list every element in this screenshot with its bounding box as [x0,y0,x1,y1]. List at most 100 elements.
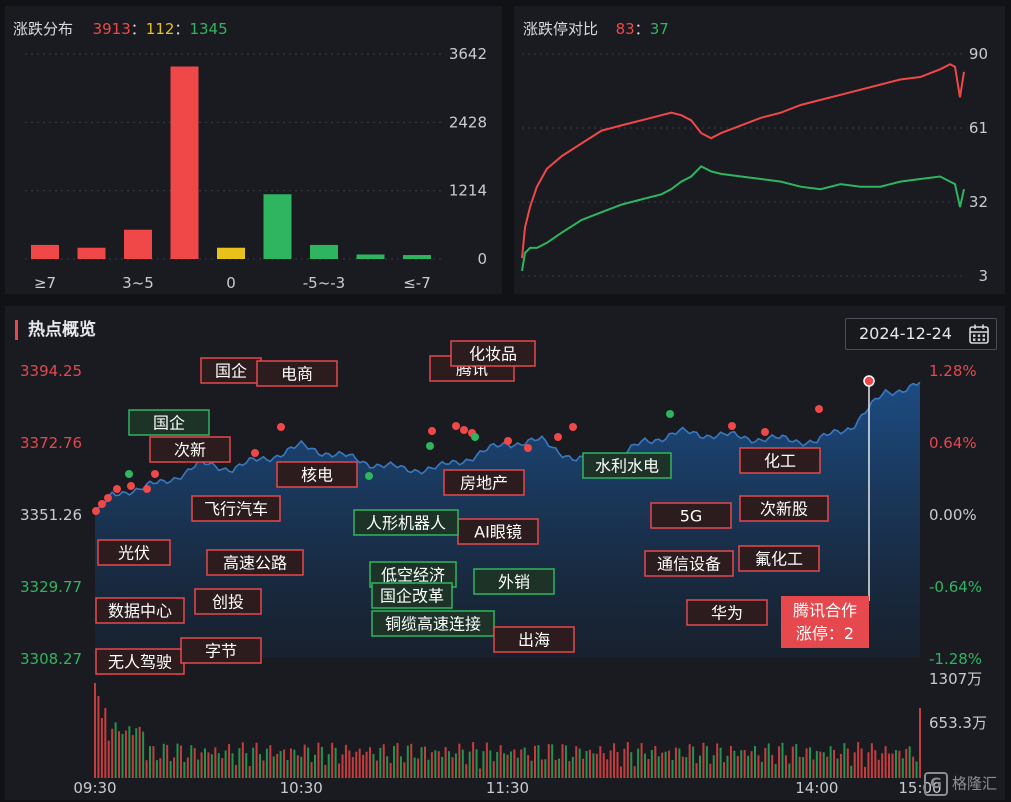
event-dot-up [524,444,532,452]
x-tick-label: -5~-3 [303,274,345,292]
hot-tag-label: 电商 [281,365,313,384]
volume-bar [238,748,241,778]
calendar-icon[interactable] [968,323,990,345]
volume-bar [234,764,237,778]
volume-bar [441,756,444,778]
callout-box [781,596,869,648]
flat-count: 112 [145,20,175,38]
volume-bar [228,743,231,778]
hot-tag-label: 外销 [498,573,530,592]
volume-bar [506,754,509,778]
event-dot-up [113,485,121,493]
volume-bar [767,743,770,778]
volume-bar [448,751,451,778]
volume-bar [833,749,836,778]
x-tick-label: ≥7 [34,274,56,292]
hot-tag-label: 次新股 [760,500,808,519]
hot-tag-box [738,545,820,572]
hot-tag-label: 飞行汽车 [204,500,268,519]
volume-bar [839,753,842,778]
hot-tag-label: 国企 [215,362,247,381]
event-dot-up [554,433,562,441]
volume-bar [585,751,588,778]
volume-bar [846,748,849,778]
volume-bar [176,743,179,778]
volume-bar [647,758,650,778]
date-value: 2024-12-24 [859,324,952,343]
date-picker[interactable]: 2024-12-24 [845,318,997,350]
volume-bar [905,748,908,778]
volume-bar [479,768,481,778]
event-dot-up [460,426,468,434]
event-dot-down [125,470,133,478]
limit-ratio-line-chart: 90 61 32 3 [521,45,988,285]
volume-bar [179,745,182,778]
volume-bar [503,753,506,778]
volume-bar [850,765,853,778]
volume-bar [609,750,612,778]
volume-bar [214,747,217,778]
volume-bar [434,750,437,778]
volume-bar [286,759,289,778]
volume-bar [351,757,354,778]
volume-bar [606,759,609,778]
volume-bar [774,764,777,778]
volume-bar [626,742,629,778]
volume-bar [657,756,660,778]
hot-tag-box [650,502,732,529]
volume-bar [592,753,595,778]
volume-bar [695,763,698,778]
volume-bar [283,749,286,778]
y-tick-label: 3642 [449,45,487,63]
hot-tag-box [191,495,281,522]
hot-tag-label: 化妆品 [469,345,517,364]
volume-tick: 653.3万 [929,714,987,732]
volume-bar [252,747,255,778]
hot-tag-box [353,509,459,536]
event-dot-up [452,422,460,430]
volume-bar [705,746,708,778]
volume-bar [894,749,897,778]
volume-bar [197,759,200,778]
volume-bar [406,745,409,778]
limit-up-count: 83 [615,20,635,38]
event-dot-up [569,423,577,431]
volume-bar [716,743,719,778]
hot-tag-box [371,582,453,609]
hot-tag-label: 数据中心 [108,602,172,621]
volume-bar [430,752,433,778]
x-tick-label: ≤-7 [403,274,431,292]
volume-bar [241,742,244,778]
volume-bar [334,747,337,778]
y-tick-left: 3372.76 [20,434,82,452]
hot-tag-box [493,626,575,653]
volume-bar [578,748,581,778]
volume-bar [616,752,619,778]
hot-tag-label: 高速公路 [223,554,287,573]
volume-bar [379,747,382,778]
volume-bar [149,746,151,778]
event-dot-up [92,507,100,515]
volume-bar [843,743,846,778]
event-dot-up [143,485,151,493]
hot-tag-label: 光伏 [118,544,150,563]
volume-bar [582,758,585,778]
volume-bar [802,757,805,778]
callout-line1: 腾讯合作 [793,601,857,620]
volume-bar [496,751,499,778]
volume-bar [331,742,334,778]
volume-bar [454,753,457,778]
hot-tag-box [194,588,262,615]
volume-bar [114,722,117,778]
volume-bar [94,683,96,778]
volume-bar [661,752,664,778]
volume-bar [193,748,196,778]
bar [124,229,152,259]
volume-bar [633,766,636,778]
volume-bar [420,747,423,778]
hot-tag-box [644,550,734,577]
volume-bar [259,754,261,778]
bar [31,244,59,259]
volume-bar [355,751,358,778]
volume-bar [155,760,158,778]
